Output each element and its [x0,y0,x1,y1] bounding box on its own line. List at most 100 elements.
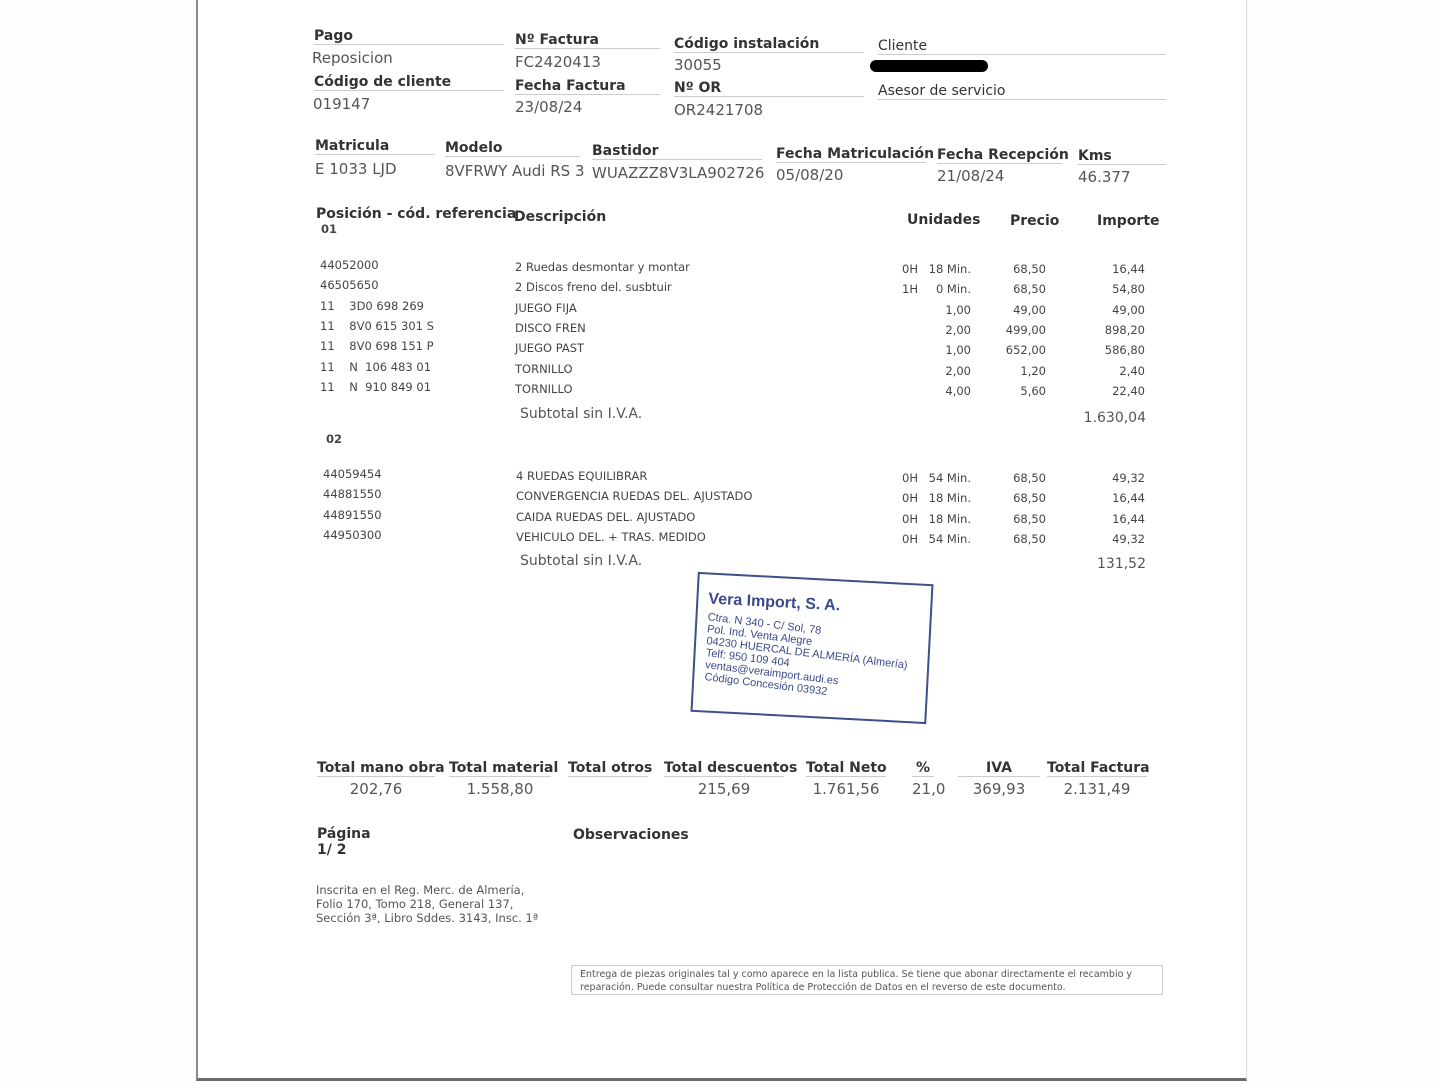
instalacion-value: 30055 [674,56,722,74]
total-value: 202,76 [349,780,403,798]
row-units: 0 Min. [935,282,971,297]
row-reference: 44891550 [323,507,382,522]
row-amount: 49,32 [1112,471,1145,485]
row-description: VEHICULO DEL. + TRAS. MEDIDO [516,529,706,544]
row-amount: 49,32 [1112,531,1145,546]
row-price: 68,50 [1013,531,1046,546]
fecha-factura-value: 23/08/24 [515,98,583,116]
row-amount: 16,44 [1112,491,1145,506]
total-cell: Total descuentos 215,69 [664,760,798,798]
row-hours: 0H [902,262,918,276]
row-reference: 11 3D0 698 269 [320,298,424,313]
row-reference: 44059454 [323,467,382,481]
subtotal-label: Subtotal sin I.V.A. [520,553,643,569]
factura-value: FC2420413 [515,53,601,71]
row-amount: 586,80 [1104,343,1145,358]
row-amount: 2,40 [1119,363,1145,378]
table-row: 44059454 4 RUEDAS EQUILIBRAR 0H 54 Min. … [0,467,1440,485]
fecha-matric-value: 05/08/20 [776,166,844,184]
row-units: 18 Min. [928,491,971,506]
row-price: 49,00 [1013,302,1046,317]
codigo-cliente-label: Código de cliente [314,74,504,91]
row-price: 1,20 [1020,363,1046,378]
row-reference: 44052000 [320,258,379,272]
row-units: 4,00 [945,383,971,398]
col-importe: Importe [1097,213,1160,229]
or-value: OR2421708 [674,101,764,119]
row-price: 499,00 [1005,322,1046,337]
row-units: 54 Min. [928,471,971,485]
pago-value: Reposicion [312,49,393,67]
table-row: 44052000 2 Ruedas desmontar y montar 0H … [0,258,1440,276]
company-stamp: Vera Import, S. A. Ctra. N 340 - C/ Sol,… [690,571,934,725]
row-hours: 0H [902,471,918,485]
subtotal-value: 131,52 [1097,556,1146,572]
row-reference: 46505650 [320,278,379,293]
row-amount: 49,00 [1112,302,1145,317]
row-price: 5,60 [1020,383,1046,398]
row-units: 18 Min. [928,511,971,526]
total-label: Total mano obra [317,760,445,777]
modelo-value: 8VFRWY Audi RS 3 [445,162,585,180]
footer-note: Entrega de piezas originales tal y como … [571,965,1163,995]
row-reference: 44881550 [323,487,382,502]
total-label: Total Factura [1047,760,1150,777]
kms-label: Kms [1078,148,1166,165]
subtotal-value: 1.630,04 [1083,410,1146,426]
table-row: 11 3D0 698 269 JUEGO FIJA 1,00 49,00 49,… [0,299,1440,317]
row-hours: 0H [902,491,918,506]
codigo-cliente-value: 019147 [313,95,371,113]
bastidor-value: WUAZZZ8V3LA902726 [592,164,765,182]
matricula-value: E 1033 LJD [315,160,397,178]
fecha-recep-value: 21/08/24 [937,167,1005,185]
row-description: DISCO FREN [515,320,586,335]
total-cell: Total mano obra 202,76 [317,760,445,798]
row-description: TORNILLO [515,381,573,396]
row-amount: 16,44 [1112,511,1145,526]
row-units: 1,00 [945,302,971,317]
row-amount: 22,40 [1112,383,1145,398]
row-reference: 11 N 106 483 01 [320,359,432,374]
total-label: Total descuentos [664,760,798,777]
bastidor-label: Bastidor [592,143,762,160]
row-units: 1,00 [945,343,971,358]
fecha-factura-label: Fecha Factura [515,78,660,95]
total-label: % [912,760,934,777]
or-label: Nº OR [674,80,864,97]
pagina-value: 1/ 2 [317,842,347,858]
row-units: 54 Min. [928,531,971,546]
instalacion-label: Código instalación [674,36,864,53]
row-reference: 44950300 [323,527,382,542]
registro-line: Sección 3ª, Libro Sddes. 3143, Insc. 1ª [316,911,539,925]
kms-value: 46.377 [1078,168,1131,186]
table-row: 46505650 2 Discos freno del. susbtuir 1H… [0,278,1440,296]
row-reference: 11 N 910 849 01 [320,379,432,394]
fecha-matric-label: Fecha Matriculación [776,146,935,163]
total-value: 2.131,49 [1063,780,1131,798]
table-row: 11 N 106 483 01 TORNILLO 2,00 1,20 2,40 [0,360,1440,378]
total-value: 21,0 [912,780,946,798]
row-description: TORNILLO [515,361,573,376]
total-label: Total Neto [806,760,887,777]
row-hours: 0H [902,511,918,526]
registro-mercantil: Inscrita en el Reg. Merc. de Almería, Fo… [316,883,538,925]
row-price: 68,50 [1013,491,1046,506]
row-price: 68,50 [1013,262,1046,276]
row-hours: 0H [902,531,918,546]
redacted-client-name [870,60,988,72]
col-unidades: Unidades [907,212,981,228]
subtotal-label: Subtotal sin I.V.A. [520,406,643,422]
row-price: 652,00 [1005,343,1046,358]
total-label: IVA [958,760,1040,777]
row-description: 2 Ruedas desmontar y montar [515,260,690,274]
table-row: 44881550 CONVERGENCIA RUEDAS DEL. AJUSTA… [0,487,1440,505]
row-description: CONVERGENCIA RUEDAS DEL. AJUSTADO [516,489,753,504]
observaciones-label: Observaciones [573,827,689,843]
total-cell: Total otros [568,760,652,780]
total-value: 1.558,80 [466,780,534,798]
row-reference: 11 8V0 615 301 S [320,318,434,333]
total-cell: % 21,0 [912,760,946,798]
row-amount: 54,80 [1112,282,1145,297]
row-price: 68,50 [1013,282,1046,297]
row-amount: 898,20 [1104,322,1145,337]
